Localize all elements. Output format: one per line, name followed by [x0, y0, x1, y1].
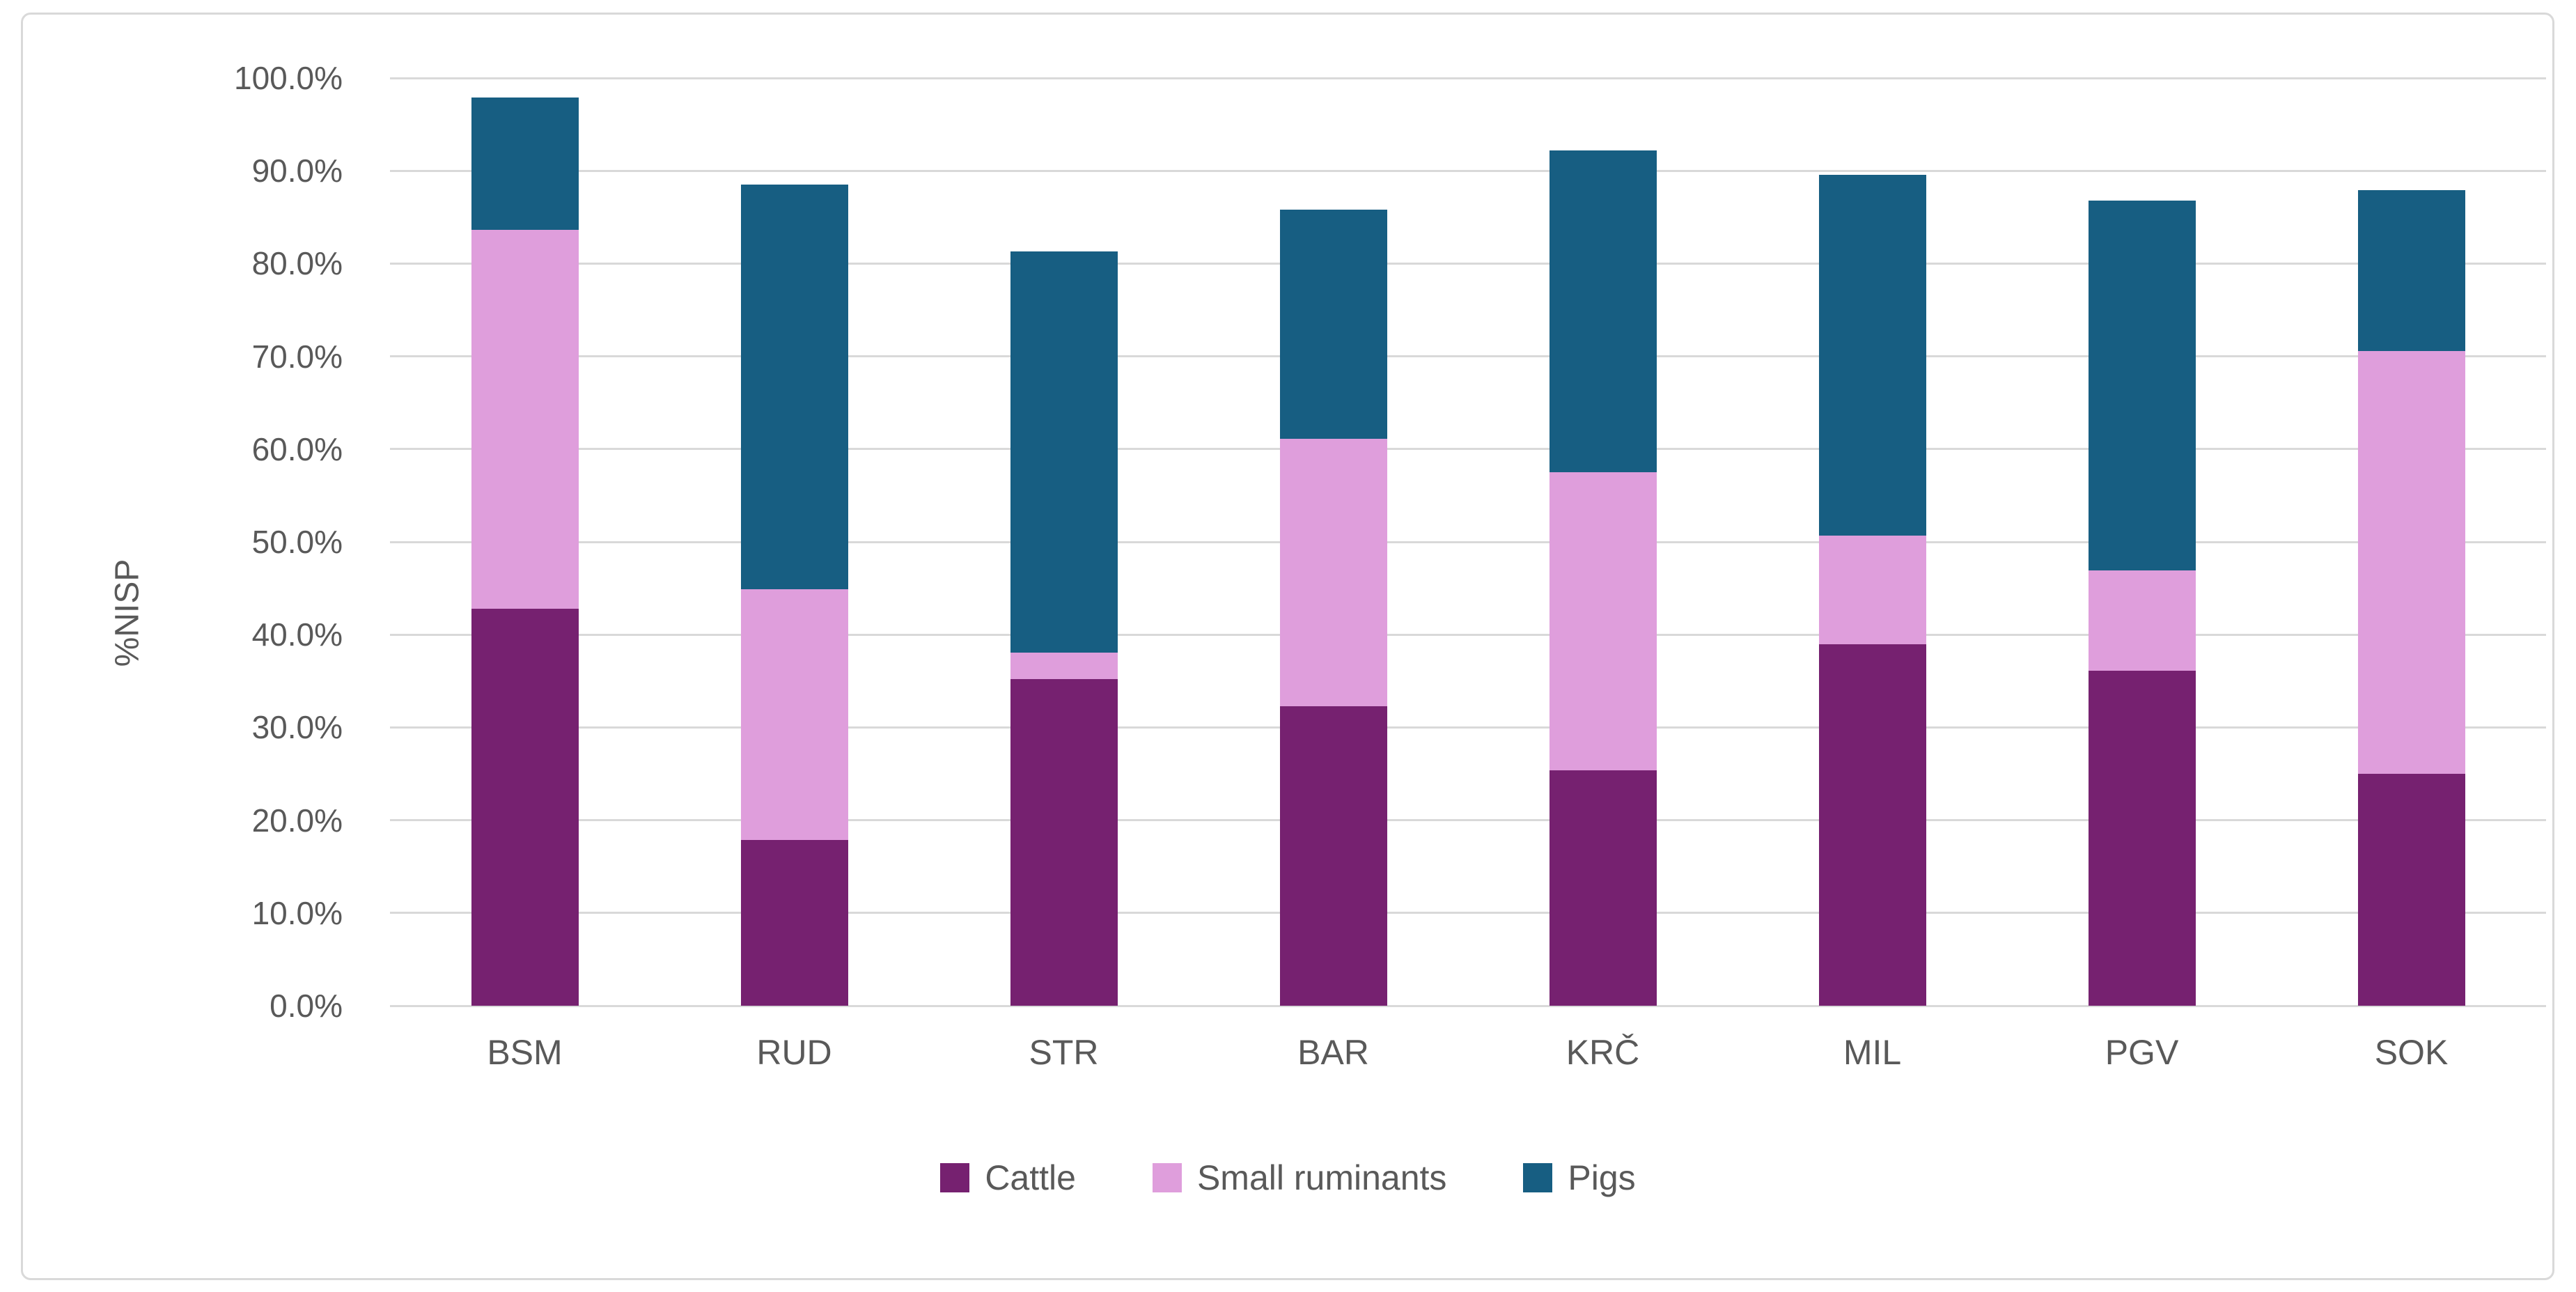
x-tick-label-bsm: BSM — [487, 1033, 563, 1072]
y-tick-label: 80.0% — [251, 245, 343, 282]
gridline-0.0% — [390, 1004, 2546, 1007]
y-tick-label: 40.0% — [251, 616, 343, 653]
gridline-50.0% — [390, 540, 2546, 543]
bar-segment-cattle-bsm — [471, 608, 579, 1006]
y-tick-label: 90.0% — [251, 153, 343, 189]
legend-swatch-icon — [1523, 1163, 1553, 1192]
bar-kr- — [1549, 150, 1657, 1006]
bar-pgv — [2088, 200, 2196, 1006]
x-tick-label-pgv: PGV — [2105, 1033, 2179, 1072]
y-tick-label: 70.0% — [251, 338, 343, 375]
gridline-10.0% — [390, 912, 2546, 914]
bar-segment-small-ruminants-kr- — [1549, 472, 1657, 770]
bar-bar — [1279, 210, 1387, 1006]
bar-segment-small-ruminants-mil — [1818, 535, 1926, 644]
x-axis-tick-labels: BSM RUD STR BAR KRČ MIL PGV SOK — [390, 1006, 2546, 1110]
bar-segment-pigs-str — [1010, 251, 1118, 653]
gridline-40.0% — [390, 633, 2546, 636]
gridline-60.0% — [390, 448, 2546, 451]
x-tick-label-kr-: KRČ — [1566, 1033, 1640, 1072]
legend-item-pigs: Pigs — [1523, 1158, 1636, 1198]
gridline-30.0% — [390, 726, 2546, 729]
bar-segment-small-ruminants-pgv — [2088, 570, 2196, 671]
bar-segment-small-ruminants-rud — [740, 589, 848, 840]
gridline-90.0% — [390, 169, 2546, 172]
bar-mil — [1818, 174, 1926, 1006]
x-tick-label-mil: MIL — [1843, 1033, 1902, 1072]
y-tick-label: 60.0% — [251, 430, 343, 467]
bar-segment-cattle-str — [1010, 679, 1118, 1006]
bar-segment-cattle-mil — [1818, 644, 1926, 1006]
legend-item-cattle: Cattle — [940, 1158, 1076, 1198]
bar-segment-cattle-bar — [1279, 706, 1387, 1006]
bar-segment-pigs-bsm — [471, 97, 579, 231]
bar-segment-cattle-sok — [2357, 774, 2465, 1006]
y-tick-label: 100.0% — [233, 60, 343, 96]
bar-str — [1010, 251, 1118, 1006]
bar-segment-small-ruminants-str — [1010, 652, 1118, 680]
gridline-70.0% — [390, 355, 2546, 358]
y-tick-label: 50.0% — [251, 524, 343, 560]
plot-area — [390, 77, 2546, 1007]
x-tick-label-str: STR — [1029, 1033, 1099, 1072]
legend-label: Small ruminants — [1196, 1158, 1447, 1197]
gridline-20.0% — [390, 819, 2546, 822]
x-tick-label-bar: BAR — [1297, 1033, 1369, 1072]
gridline-100.0% — [390, 77, 2546, 79]
x-tick-label-sok: SOK — [2374, 1033, 2449, 1072]
bar-segment-pigs-bar — [1279, 210, 1387, 439]
x-tick-label-rud: RUD — [756, 1033, 832, 1072]
bar-segment-small-ruminants-sok — [2357, 350, 2465, 774]
y-axis-tick-labels: 0.0% 10.0% 20.0% 30.0% 40.0% 50.0% 60.0% 70.0% 8… — [0, 60, 343, 1024]
bar-segment-pigs-rud — [740, 185, 848, 589]
bar-segment-small-ruminants-bar — [1279, 439, 1387, 706]
bar-rud — [740, 185, 848, 1006]
y-tick-label: 10.0% — [251, 894, 343, 931]
bar-segment-small-ruminants-bsm — [471, 230, 579, 609]
bar-segment-pigs-sok — [2357, 190, 2465, 351]
y-tick-label: 0.0% — [270, 988, 343, 1024]
legend-label: Cattle — [985, 1158, 1076, 1197]
gridline-80.0% — [390, 262, 2546, 265]
bar-segment-cattle-rud — [740, 839, 848, 1006]
bar-segment-pigs-pgv — [2088, 200, 2196, 571]
bar-segment-pigs-kr- — [1549, 150, 1657, 473]
y-tick-label: 20.0% — [251, 802, 343, 839]
legend: Cattle Small ruminants Pigs — [0, 1158, 2576, 1198]
bar-bsm — [471, 97, 579, 1006]
bar-segment-pigs-mil — [1818, 174, 1926, 536]
legend-label: Pigs — [1568, 1158, 1636, 1197]
bar-sok — [2357, 190, 2465, 1006]
legend-swatch-icon — [940, 1163, 970, 1192]
bar-segment-cattle-pgv — [2088, 671, 2196, 1006]
legend-swatch-icon — [1152, 1163, 1182, 1192]
y-tick-label: 30.0% — [251, 709, 343, 746]
bar-segment-cattle-kr- — [1549, 770, 1657, 1006]
legend-item-small-ruminants: Small ruminants — [1152, 1158, 1447, 1198]
